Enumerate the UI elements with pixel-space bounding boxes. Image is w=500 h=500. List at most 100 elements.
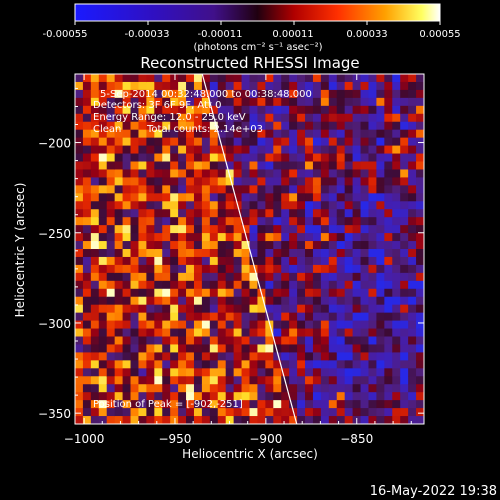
- heatmap-cell: [257, 256, 266, 266]
- heatmap-cell: [122, 328, 132, 338]
- heatmap-cell: [154, 400, 163, 409]
- heatmap-cell: [114, 89, 124, 99]
- heatmap-cell: [114, 145, 124, 155]
- heatmap-cell: [82, 185, 92, 194]
- heatmap-cell: [336, 153, 346, 163]
- heatmap-cell: [336, 336, 346, 346]
- heatmap-cell: [352, 145, 362, 155]
- heatmap-cell: [186, 129, 195, 139]
- heatmap-cell: [344, 89, 354, 99]
- heatmap-cell: [249, 201, 259, 210]
- heatmap-cell: [146, 288, 155, 298]
- heatmap-cell: [130, 97, 140, 107]
- heatmap-cell: [209, 81, 219, 91]
- heatmap-cell: [249, 280, 259, 290]
- heatmap-cell: [257, 241, 266, 250]
- heatmap-cell: [130, 392, 140, 401]
- heatmap-cell: [233, 376, 243, 385]
- heatmap-cell: [392, 113, 401, 123]
- heatmap-cell: [257, 336, 266, 346]
- heatmap-cell: [154, 209, 163, 218]
- heatmap-cell: [162, 97, 171, 107]
- heatmap-cell: [233, 408, 243, 417]
- heatmap-cell: [82, 193, 92, 202]
- heatmap-cell: [312, 113, 322, 123]
- heatmap-cell: [408, 416, 417, 424]
- heatmap-cell: [130, 384, 140, 393]
- y-axis: −200−250−300−350: [38, 87, 424, 421]
- heatmap-cell: [90, 161, 100, 171]
- heatmap-cell: [408, 408, 417, 417]
- heatmap-cell: [201, 241, 211, 250]
- heatmap-cell: [154, 376, 163, 385]
- heatmap-cell: [400, 233, 409, 242]
- heatmap-cell: [193, 400, 203, 409]
- heatmap-cell: [352, 161, 362, 171]
- heatmap-cell: [352, 169, 362, 179]
- heatmap-cell: [344, 416, 354, 424]
- heatmap-cell: [400, 89, 409, 99]
- heatmap-cell: [368, 97, 378, 107]
- heatmap-cell: [82, 105, 92, 115]
- heatmap-cell: [289, 272, 298, 282]
- heatmap-cell: [178, 185, 187, 194]
- heatmap-cell: [376, 256, 385, 266]
- heatmap-cell: [384, 153, 393, 163]
- heatmap-cell: [368, 153, 378, 163]
- heatmap-cell: [384, 129, 393, 139]
- heatmap-cell: [368, 400, 378, 409]
- heatmap-cell: [75, 193, 84, 202]
- heatmap-cell: [328, 193, 338, 202]
- heatmap-cell: [336, 209, 346, 218]
- heatmap-cell: [75, 416, 84, 424]
- heatmap-cell: [138, 233, 147, 242]
- heatmap-cell: [312, 296, 322, 306]
- heatmap-cell: [154, 352, 163, 361]
- heatmap-cell: [241, 336, 251, 346]
- heatmap-cell: [217, 352, 227, 361]
- heatmap-cell: [178, 225, 187, 234]
- annotation-detectors: Detectors: 3F 6F 9F, Att 0: [93, 100, 221, 111]
- heatmap-cell: [130, 113, 140, 123]
- heatmap-cell: [130, 352, 140, 361]
- heatmap-cell: [273, 249, 282, 258]
- heatmap-cell: [376, 280, 385, 290]
- heatmap-cell: [297, 360, 306, 369]
- heatmap-cell: [265, 81, 274, 91]
- heatmap-cell: [273, 304, 282, 314]
- heatmap-cell: [352, 209, 362, 218]
- heatmap-cell: [130, 89, 140, 99]
- heatmap-cell: [193, 368, 203, 377]
- heatmap-cell: [154, 217, 163, 226]
- heatmap-cell: [170, 185, 179, 194]
- heatmap-cell: [328, 153, 338, 163]
- heatmap-cell: [90, 416, 100, 424]
- heatmap-cell: [75, 384, 84, 393]
- heatmap-cell: [82, 89, 92, 99]
- heatmap-cell: [233, 304, 243, 314]
- colorbar-tick-label: 0.00055: [419, 29, 460, 40]
- heatmap-cell: [241, 225, 251, 234]
- heatmap-cell: [217, 288, 227, 298]
- heatmap-cell: [146, 137, 155, 147]
- heatmap-cell: [201, 169, 211, 179]
- heatmap-cell: [360, 201, 370, 210]
- heatmap-cell: [98, 376, 108, 385]
- heatmap-cell: [209, 145, 219, 155]
- heatmap-cell: [416, 408, 424, 417]
- heatmap-cell: [75, 97, 84, 107]
- heatmap-cell: [328, 368, 338, 377]
- heatmap-cell: [384, 368, 393, 377]
- heatmap-cell: [122, 336, 132, 346]
- heatmap-cell: [130, 304, 140, 314]
- heatmap-cell: [305, 368, 314, 377]
- heatmap-cell: [384, 185, 393, 194]
- heatmap-cell: [320, 153, 330, 163]
- heatmap-cell: [320, 392, 330, 401]
- heatmap-cell: [114, 177, 124, 186]
- heatmap-cell: [217, 233, 227, 242]
- heatmap-cell: [312, 336, 322, 346]
- heatmap-cell: [281, 352, 290, 361]
- heatmap-cell: [336, 256, 346, 266]
- heatmap-cell: [416, 121, 424, 131]
